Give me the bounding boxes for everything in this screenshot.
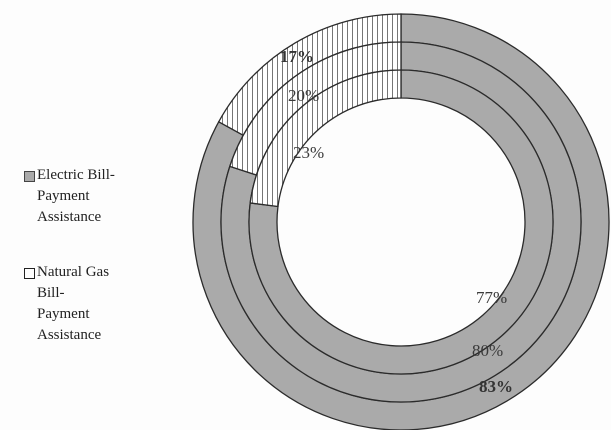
label-inner-gas: 23% [293,143,324,162]
label-outer-gas: 17% [280,47,314,66]
legend-swatch-electric [24,171,35,182]
ring-inner-electric-segment [248,69,554,375]
doughnut-rings [192,13,610,430]
legend-swatch-gas [24,268,35,279]
legend-item-electric: Electric Bill- Payment Assistance [24,165,174,228]
legend-item-gas: Natural Gas Bill- Payment Assistance [24,262,174,346]
legend-label-electric: Electric Bill- Payment Assistance [37,167,115,225]
label-middle-electric: 80% [472,341,503,360]
ring-inner-gas-segment [249,69,402,208]
label-middle-gas: 20% [288,86,319,105]
label-inner-electric: 77% [476,288,507,307]
chart-legend: Electric Bill- Payment Assistance Natura… [24,165,174,346]
legend-label-gas: Natural Gas Bill- Payment Assistance [37,264,110,343]
label-outer-electric: 83% [479,377,513,396]
